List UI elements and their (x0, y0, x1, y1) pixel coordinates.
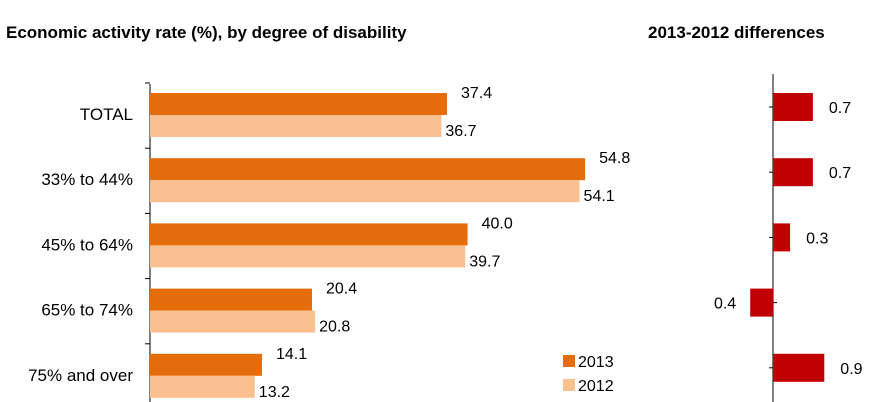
category-label: 45% to 64% (41, 235, 133, 254)
bar-2013 (150, 353, 262, 376)
legend-label-2012: 2012 (578, 378, 614, 395)
legend-swatch-2013 (563, 355, 575, 367)
data-label-2012: 54.1 (584, 188, 615, 205)
legend: 2013 2012 (563, 354, 614, 395)
bar-2013 (150, 223, 468, 246)
diff-bar (773, 223, 791, 252)
bar-2013 (150, 93, 447, 115)
bar-2013 (150, 158, 586, 181)
data-label-2012: 13.2 (259, 384, 290, 401)
category-label: 75% and over (28, 366, 133, 385)
legend-swatch-2012 (563, 379, 575, 391)
bar-2012 (150, 115, 442, 137)
diff-data-label: 0.3 (806, 230, 828, 247)
chart-title-right: 2013-2012 differences (648, 23, 825, 42)
bar-2012 (150, 310, 316, 333)
diff-data-label: 0.7 (829, 100, 851, 117)
bar-2012 (150, 180, 580, 203)
data-label-2012: 39.7 (469, 253, 500, 270)
category-label: TOTAL (80, 105, 133, 124)
data-label-2013: 37.4 (461, 85, 492, 102)
data-label-2012: 20.8 (319, 319, 350, 336)
main-bar-chart: TOTAL 37.4 36.7 33% to 44% 54.8 54.1 45% to 64… (28, 82, 630, 402)
data-label-2013: 14.1 (276, 346, 307, 363)
diff-bar (750, 288, 773, 317)
bar-2013 (150, 288, 312, 311)
bar-2012 (150, 245, 466, 268)
category-label: 65% to 74% (41, 301, 133, 320)
differences-bar-chart: 0.7 0.7 0.3 0.4 0.9 (714, 74, 863, 402)
diff-bar (773, 353, 825, 382)
data-label-2012: 36.7 (445, 123, 476, 140)
chart-title-left: Economic activity rate (%), by degree of… (6, 23, 407, 42)
legend-label-2013: 2013 (578, 354, 614, 371)
category-label: 33% to 44% (41, 170, 133, 189)
diff-bar (773, 158, 813, 187)
bar-2012 (150, 375, 255, 398)
data-label-2013: 54.8 (599, 150, 630, 167)
diff-data-label: 0.9 (840, 361, 862, 378)
data-label-2013: 40.0 (482, 215, 513, 232)
data-label-2013: 20.4 (326, 281, 357, 298)
diff-data-label: 0.4 (714, 296, 736, 313)
diff-bar (773, 93, 813, 121)
diff-data-label: 0.7 (829, 165, 851, 182)
